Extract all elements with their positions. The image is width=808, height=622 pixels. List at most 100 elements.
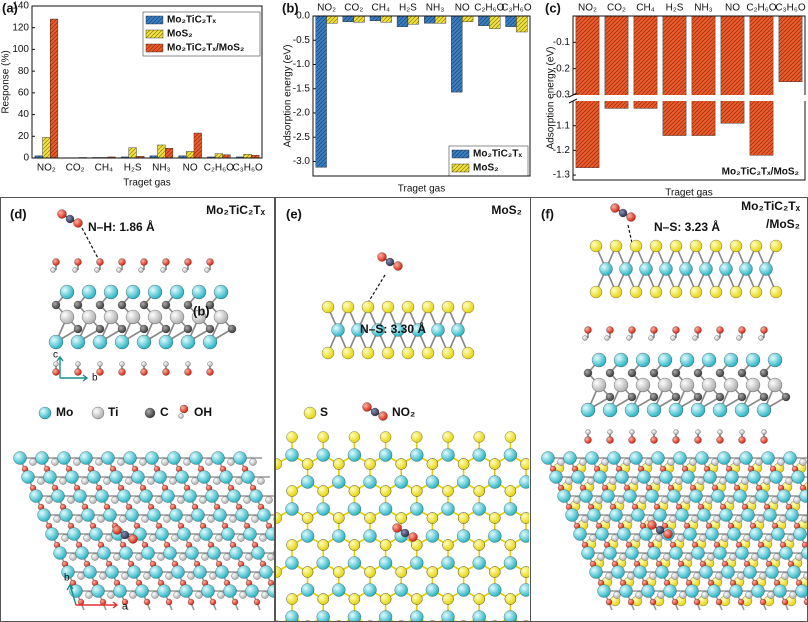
atom: [162, 368, 170, 376]
atom: [379, 593, 392, 605]
atom: [112, 525, 122, 535]
atom: [785, 477, 793, 485]
atom: [605, 598, 613, 606]
atom: [605, 572, 613, 580]
atom: [239, 591, 247, 599]
atom: [61, 565, 75, 579]
atom: [565, 477, 573, 485]
atom: [503, 448, 518, 462]
atom: [21, 470, 35, 484]
atom: [123, 451, 137, 465]
atom: [371, 323, 385, 337]
atom: [751, 584, 765, 598]
atom: [651, 429, 657, 435]
atom: [738, 436, 746, 444]
atom: [624, 402, 640, 418]
atom: [74, 258, 82, 266]
atom: [125, 477, 133, 485]
atom: [611, 534, 619, 542]
atom: [649, 239, 663, 253]
atom: [655, 565, 669, 579]
atom: [663, 584, 677, 598]
atom: [595, 527, 609, 541]
atom: [557, 489, 571, 503]
atom: [237, 565, 251, 579]
atom: [400, 528, 410, 538]
x-tick-label: NH₃: [152, 163, 171, 174]
x-tick-label: NO₂: [317, 3, 336, 14]
x-tick-label: CO₂: [607, 3, 626, 14]
atom: [669, 515, 677, 523]
atom: [139, 458, 147, 466]
bar: [186, 151, 195, 159]
atom: [316, 502, 330, 516]
atom: [492, 620, 498, 621]
atom: [333, 566, 345, 578]
atom: [441, 610, 455, 621]
atom: [683, 527, 697, 541]
atom: [733, 489, 747, 503]
atom: [171, 565, 185, 579]
atom: [237, 534, 245, 542]
bar: [749, 15, 774, 156]
bar: [489, 15, 501, 29]
atom: [61, 534, 69, 542]
atom: [460, 620, 467, 621]
atom: [488, 529, 502, 543]
atom: [332, 529, 346, 543]
atom: [707, 584, 721, 598]
atom: [663, 529, 673, 539]
atom: [613, 352, 629, 368]
atom: [161, 489, 175, 503]
x-axis-label: Traget gas: [123, 178, 170, 189]
atom: [504, 593, 517, 605]
atom: [671, 392, 681, 402]
bar: [369, 15, 382, 22]
atom: [362, 402, 372, 412]
atom: [113, 584, 127, 598]
atom: [607, 429, 613, 435]
atom: [765, 534, 773, 542]
atom: [395, 512, 407, 524]
x-axis-label: Traget gas: [398, 184, 445, 195]
atom: [635, 377, 651, 393]
bar: [633, 15, 658, 109]
atom: [209, 598, 217, 606]
atom: [205, 324, 215, 334]
atom: [719, 262, 733, 276]
atom: [714, 335, 720, 341]
atom: [489, 566, 501, 578]
atom: [565, 508, 579, 522]
atom: [184, 258, 192, 266]
atom: [187, 598, 195, 606]
atom: [747, 470, 761, 484]
atom: [81, 508, 95, 522]
atom: [557, 458, 565, 466]
panel-title: Mo₂TiC₂Tₓ: [206, 203, 265, 217]
atom: [221, 496, 229, 504]
legend-text: Mo₂TiC₂Tₓ/MoS₂: [167, 43, 244, 54]
atom: [673, 429, 679, 435]
atom: [364, 458, 376, 470]
atom: [116, 267, 122, 273]
atom: [793, 496, 801, 504]
atom: [765, 565, 779, 579]
atom: [781, 572, 789, 580]
atom: [92, 334, 108, 350]
atom: [74, 368, 82, 376]
atom: [536, 486, 547, 497]
bond: [542, 590, 558, 599]
atom: [671, 572, 679, 580]
atom: [193, 534, 201, 542]
atom: [179, 584, 193, 598]
atom: [736, 335, 742, 341]
atom: [519, 583, 529, 597]
atom: [158, 334, 174, 350]
atom: [667, 458, 675, 466]
atom: [379, 431, 392, 443]
atom: [227, 489, 241, 503]
atom: [717, 429, 723, 435]
atom: [75, 361, 81, 367]
atom: [743, 565, 757, 579]
atom: [317, 539, 329, 551]
